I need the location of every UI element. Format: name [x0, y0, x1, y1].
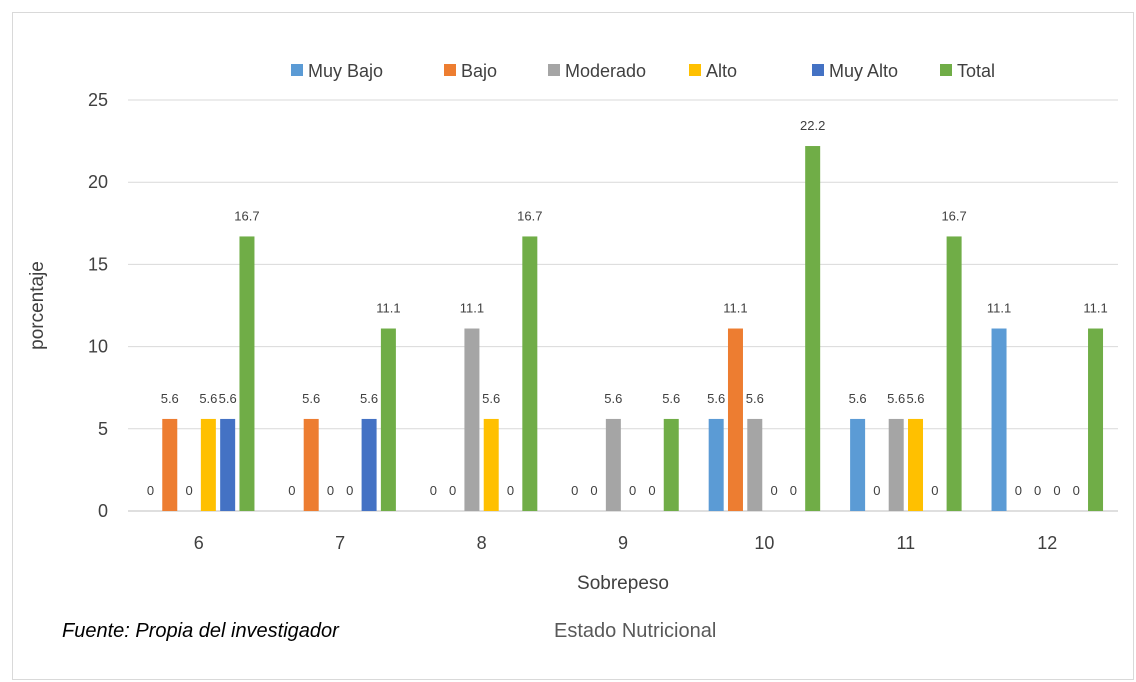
bar: [1088, 328, 1104, 511]
legend-swatch: [548, 64, 560, 76]
y-tick-label: 0: [98, 501, 108, 521]
data-label: 5.6: [302, 391, 320, 406]
data-label: 0: [430, 483, 437, 498]
data-label: 0: [1053, 483, 1060, 498]
bar: [220, 418, 236, 511]
x-tick-label: 8: [477, 533, 487, 553]
data-label: 11.1: [376, 301, 400, 316]
x-tick-label: 6: [194, 533, 204, 553]
bar: [483, 418, 499, 511]
bar: [805, 146, 821, 512]
legend-label: Moderado: [565, 61, 646, 81]
data-label: 0: [147, 483, 154, 498]
data-label: 5.6: [604, 391, 622, 406]
bar: [850, 418, 866, 511]
data-label: 5.6: [887, 391, 905, 406]
data-label: 5.6: [219, 391, 237, 406]
data-label: 5.6: [707, 391, 725, 406]
bar: [747, 418, 763, 511]
data-label: 16.7: [941, 208, 966, 223]
legend-label: Bajo: [461, 61, 497, 81]
data-label: 11.1: [1083, 301, 1107, 316]
data-label: 0: [770, 483, 777, 498]
bar: [908, 418, 924, 511]
x-tick-label: 12: [1037, 533, 1057, 553]
data-label: 0: [346, 483, 353, 498]
data-label: 11.1: [460, 301, 484, 316]
bar: [200, 418, 216, 511]
bar: [708, 418, 724, 511]
data-label: 22.2: [800, 118, 825, 133]
data-label: 0: [873, 483, 880, 498]
data-label: 16.7: [234, 208, 259, 223]
x-tick-label: 11: [897, 533, 916, 553]
data-label: 0: [648, 483, 655, 498]
bar: [663, 418, 679, 511]
bar: [239, 236, 255, 511]
x-axis-title: Sobrepeso: [577, 573, 669, 594]
legend-label: Muy Alto: [829, 61, 898, 81]
data-label: 5.6: [199, 391, 217, 406]
data-label: 11.1: [987, 301, 1011, 316]
y-tick-label: 5: [98, 419, 108, 439]
data-label: 0: [449, 483, 456, 498]
bar: [464, 328, 480, 511]
bar: [522, 236, 538, 511]
bar: [991, 328, 1007, 511]
data-label: 5.6: [360, 391, 378, 406]
data-label: 0: [327, 483, 334, 498]
legend-label: Alto: [706, 61, 737, 81]
legend-swatch: [444, 64, 456, 76]
data-label: 0: [931, 483, 938, 498]
bar: [727, 328, 743, 511]
data-label: 0: [185, 483, 192, 498]
legend-swatch: [812, 64, 824, 76]
data-label: 5.6: [849, 391, 867, 406]
bar: [162, 418, 178, 511]
data-label: 0: [288, 483, 295, 498]
data-label: 5.6: [662, 391, 680, 406]
bar: [303, 418, 319, 511]
y-axis-title: porcentaje: [27, 261, 48, 350]
data-label: 0: [790, 483, 797, 498]
data-label: 5.6: [746, 391, 764, 406]
data-label: 0: [571, 483, 578, 498]
x-tick-label: 9: [618, 533, 628, 553]
data-label: 16.7: [517, 208, 542, 223]
data-label: 5.6: [482, 391, 500, 406]
bar: [361, 418, 377, 511]
legend-label: Muy Bajo: [308, 61, 383, 81]
data-label: 5.6: [906, 391, 924, 406]
source-note: Fuente: Propia del investigador: [62, 620, 339, 642]
data-label: 0: [629, 483, 636, 498]
legend-swatch: [689, 64, 701, 76]
x-tick-label: 7: [335, 533, 345, 553]
y-tick-label: 20: [88, 172, 108, 192]
legend-label: Total: [957, 61, 995, 81]
legend-swatch: [291, 64, 303, 76]
bar: [380, 328, 396, 511]
data-label: 0: [507, 483, 514, 498]
data-label: 0: [1034, 483, 1041, 498]
data-label: 0: [1015, 483, 1022, 498]
y-tick-label: 10: [88, 337, 108, 357]
bar: [605, 418, 621, 511]
data-label: 11.1: [723, 301, 747, 316]
footer-title: Estado Nutricional: [554, 620, 717, 642]
data-label: 0: [590, 483, 597, 498]
data-label: 5.6: [161, 391, 179, 406]
y-tick-label: 25: [88, 90, 108, 110]
bar: [888, 418, 904, 511]
x-tick-label: 10: [754, 533, 774, 553]
y-tick-label: 15: [88, 254, 108, 274]
bar: [946, 236, 962, 511]
legend-swatch: [940, 64, 952, 76]
data-label: 0: [1073, 483, 1080, 498]
